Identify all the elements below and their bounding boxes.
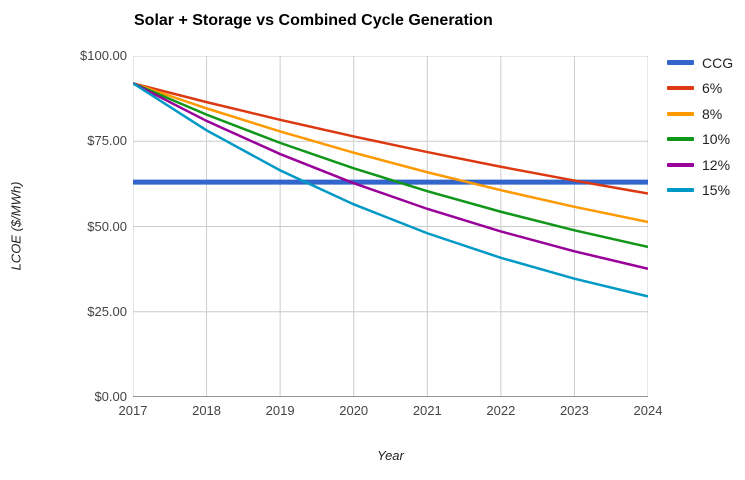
legend-item-8pct: 8% bbox=[667, 101, 733, 127]
legend-line-swatch bbox=[667, 111, 694, 116]
legend-label: CCG bbox=[702, 54, 734, 71]
legend-line-swatch bbox=[667, 60, 694, 66]
legend-item-12pct: 12% bbox=[667, 152, 733, 178]
legend-line-swatch bbox=[667, 188, 694, 193]
legend-line-swatch bbox=[667, 137, 694, 142]
x-tick-label: 2018 bbox=[192, 403, 222, 418]
legend-label: 10% bbox=[702, 131, 731, 148]
x-tick-label: 2017 bbox=[118, 403, 148, 418]
legend: CCG 6% 8% 10% 12% 15% bbox=[667, 50, 733, 203]
legend-item-6pct: 6% bbox=[667, 76, 733, 102]
legend-line-swatch bbox=[667, 86, 694, 91]
x-axis-title: Year bbox=[377, 448, 404, 463]
y-tick-label: $75.00 bbox=[87, 133, 127, 149]
series-line-12% bbox=[133, 82, 648, 271]
legend-label: 6% bbox=[702, 80, 723, 97]
x-tick-label: 2020 bbox=[339, 403, 369, 418]
y-tick-label: $100.00 bbox=[80, 48, 127, 63]
legend-item-ccg: CCG bbox=[667, 50, 733, 76]
x-tick-label: 2021 bbox=[412, 403, 442, 418]
legend-line-swatch bbox=[667, 162, 694, 167]
legend-item-15pct: 15% bbox=[667, 178, 733, 204]
legend-label: 8% bbox=[702, 105, 723, 122]
series-line-10% bbox=[133, 82, 648, 249]
y-tick-label: $50.00 bbox=[87, 218, 127, 234]
y-tick-label: $0.00 bbox=[94, 389, 127, 404]
x-tick-label: 2023 bbox=[559, 403, 589, 418]
y-axis-title: LCOE ($/MWh) bbox=[8, 181, 24, 271]
series-line-6% bbox=[133, 82, 648, 195]
plot-area bbox=[133, 56, 648, 397]
legend-item-10pct: 10% bbox=[667, 127, 733, 153]
legend-label: 15% bbox=[702, 182, 731, 199]
chart-title: Solar + Storage vs Combined Cycle Genera… bbox=[134, 12, 493, 29]
series-line-15% bbox=[133, 82, 648, 298]
legend-label: 12% bbox=[702, 156, 731, 173]
x-tick-label: 2022 bbox=[486, 403, 516, 418]
y-tick-label: $25.00 bbox=[87, 303, 127, 319]
x-tick-label: 2024 bbox=[633, 403, 663, 418]
x-tick-label: 2019 bbox=[265, 403, 295, 418]
series-line-8% bbox=[133, 82, 648, 224]
